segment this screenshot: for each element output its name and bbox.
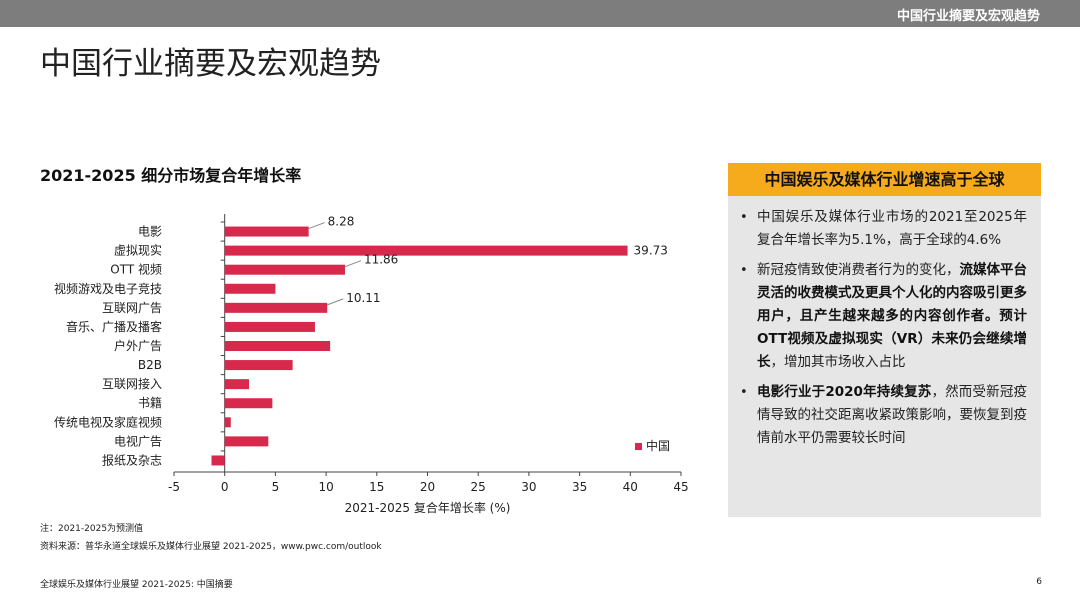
callout-bullet-list: • 中国娱乐及媒体行业市场的2021至2025年复合年增长率为5.1%，高于全球…	[728, 196, 1041, 450]
data-label-leader	[308, 222, 325, 230]
tick-label: -5	[168, 480, 180, 494]
category-label: 音乐、广播及播客	[66, 319, 162, 334]
category-label: 互联网接入	[102, 376, 162, 391]
tick-label: 10	[318, 480, 333, 494]
data-label-leader	[327, 298, 344, 306]
bar-4	[224, 302, 328, 313]
bullet-text-bold: 流媒体平台灵活的收费模式及更具个人化的内容吸引更多用户，且产生越来越多的内容创作…	[757, 262, 1027, 370]
data-label: 10.11	[346, 291, 380, 305]
page-title: 中国行业摘要及宏观趋势	[40, 46, 381, 82]
bar-2	[224, 264, 345, 275]
tick-label: 5	[272, 480, 280, 494]
bullet-text-bold: 电影行业于2020年持续复苏	[757, 384, 932, 400]
bar-0	[224, 226, 309, 237]
category-label: 电影	[138, 225, 162, 239]
footer-title: 全球娱乐及媒体行业展望 2021-2025: 中国摘要	[40, 580, 233, 590]
section-label: 中国行业摘要及宏观趋势	[896, 9, 1040, 24]
bar-11	[224, 436, 269, 447]
data-label-leader	[344, 260, 362, 268]
callout-box: 中国娱乐及媒体行业增速高于全球 • 中国娱乐及媒体行业市场的2021至2025年…	[728, 163, 1041, 517]
tick-label: 45	[673, 480, 688, 494]
bar-10	[224, 417, 231, 428]
category-label: 传统电视及家庭视频	[54, 414, 162, 429]
chart-title: 2021-2025 细分市场复合年增长率	[40, 166, 302, 185]
tick-label: 40	[623, 480, 638, 494]
category-label: B2B	[138, 358, 162, 372]
x-axis-title: 2021-2025 复合年增长率 (%)	[345, 500, 511, 515]
source-note: 资料来源：普华永道全球娱乐及媒体行业展望 2021-2025，www.pwc.c…	[40, 542, 382, 552]
tick-label: 25	[471, 480, 486, 494]
bar-chart: 电影 8.28 虚拟现实 39.73 OTT 视频 11.86 视频游戏及电子竞技互联网广告…	[54, 214, 689, 515]
bullet-text: 中国娱乐及媒体行业市场的2021至2025年复合年增长率为5.1%，高于全球的4…	[757, 209, 1027, 248]
tick-label: 0	[221, 480, 229, 494]
data-label: 11.86	[364, 253, 398, 267]
category-label: 书籍	[138, 395, 162, 410]
callout-bullet: • 电影行业于2020年持续复苏，然而受新冠疫情导致的社交距离收紧政策影响，要恢…	[740, 381, 1027, 450]
page-number: 6	[1036, 577, 1042, 587]
tick-label: 20	[420, 480, 435, 494]
tick-label: 35	[572, 480, 587, 494]
category-label: 户外广告	[114, 338, 162, 353]
bar-7	[224, 360, 293, 371]
bar-6	[224, 341, 331, 351]
bar-8	[224, 379, 250, 390]
category-label: 互联网广告	[102, 301, 162, 315]
top-bar: 中国行业摘要及宏观趋势	[0, 0, 1080, 27]
tick-label: 15	[369, 480, 384, 494]
data-label: 39.73	[634, 244, 668, 258]
bar-1	[224, 245, 628, 256]
callout-bullet: • 中国娱乐及媒体行业市场的2021至2025年复合年增长率为5.1%，高于全球…	[740, 206, 1027, 252]
bar-3	[224, 283, 276, 294]
bullet-text: ，增加其市场收入占比	[770, 354, 906, 370]
notes: 注：2021-2025为预测值 资料来源：普华永道全球娱乐及媒体行业展望 202…	[40, 520, 382, 556]
bar-12	[211, 455, 225, 466]
category-label: 报纸及杂志	[102, 452, 162, 467]
legend-label: 中国	[646, 438, 670, 453]
forecast-note: 注：2021-2025为预测值	[40, 524, 144, 534]
category-label: OTT 视频	[110, 262, 162, 277]
category-label: 视频游戏及电子竞技	[54, 281, 162, 296]
bar-9	[224, 398, 273, 409]
callout-bullet: • 新冠疫情致使消费者行为的变化，流媒体平台灵活的收费模式及更具个人化的内容吸引…	[740, 259, 1027, 374]
bullet-icon: •	[740, 263, 748, 278]
tick-label: 30	[521, 480, 536, 494]
bar-5	[224, 321, 315, 332]
bullet-text: 新冠疫情致使消费者行为的变化，	[757, 262, 960, 278]
bullet-icon: •	[740, 210, 748, 225]
bullet-text: ，然而受新冠疫情导致的社交距离收紧政策影响，要恢复到疫情前水平仍需要较长时间	[757, 384, 1027, 446]
category-label: 电视广告	[114, 433, 162, 448]
legend-swatch	[635, 443, 642, 450]
callout-header: 中国娱乐及媒体行业增速高于全球	[728, 163, 1041, 196]
bullet-icon: •	[740, 385, 748, 400]
data-label: 8.28	[328, 215, 355, 229]
category-label: 虚拟现实	[114, 243, 162, 258]
